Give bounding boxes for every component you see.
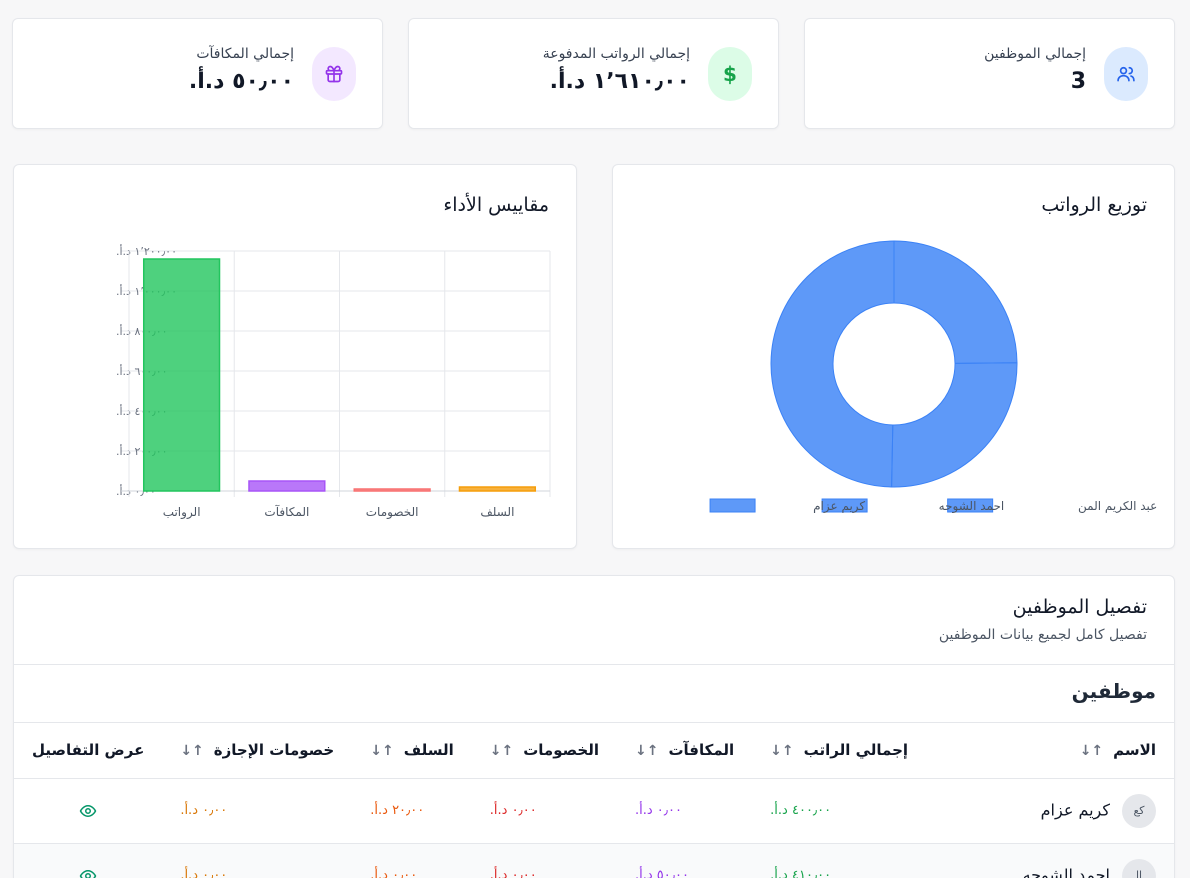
leave-cell: ٠٫٠٠ د.أ. [162,778,353,844]
pie-slice[interactable] [770,240,895,488]
legend-swatch[interactable] [821,498,868,513]
bonus-cell: ٥٠٫٠٠ د.أ. [616,843,753,878]
stat-label: إجمالي المكافآت [196,46,294,62]
stat-card-salaries: $ إجمالي الرواتب المدفوعة ١٬٦١٠٫٠٠ د.أ. [408,18,779,129]
table-row: كعكريم عزام ٤٠٠٫٠٠ د.أ. ٠٫٠٠ د.أ. ٠٫٠٠ د… [14,778,1174,844]
users-icon-wrap [1104,47,1148,101]
bar-chart-title: مقاييس الأداء [443,194,549,216]
salary-distribution-card: توزيع الرواتب عبد الكريم المن احمد الشوحه… [612,164,1175,549]
bonus-cell: ٠٫٠٠ د.أ. [616,778,753,844]
legend-label: كريم عزام [813,499,865,514]
sort-icon[interactable]: ↑↓ [770,743,797,760]
stat-value: 3 [1070,69,1086,94]
legend-label: عبد الكريم المن [1078,499,1157,514]
table-row: اااحمد الشوحه ٤١٠٫٠٠ د.أ. ٥٠٫٠٠ د.أ. ٠٫٠… [14,843,1174,878]
legend-swatch[interactable] [709,498,756,513]
col-leave[interactable]: خصومات الإجازة↑↓ [162,723,353,779]
legend-label: احمد الشوحه [939,499,1005,514]
stat-label: إجمالي الموظفين [984,46,1086,62]
gift-icon-wrap [312,47,356,101]
gift-icon [325,65,343,83]
col-advances[interactable]: السلف↑↓ [352,723,472,779]
performance-metrics-card: مقاييس الأداء ٠٫٠٠ د.أ.٢٠٠٫٠٠ د.أ.٤٠٠٫٠٠… [13,164,577,549]
view-cell [14,778,163,844]
dollar-icon-wrap: $ [708,47,752,101]
bar-chart: ٠٫٠٠ د.أ.٢٠٠٫٠٠ د.أ.٤٠٠٫٠٠ د.أ.٦٠٠٫٠٠ د.… [116,244,551,520]
col-deductions[interactable]: الخصومات↑↓ [471,723,617,779]
eye-icon[interactable] [79,867,97,878]
section-title-text: موظفين [1071,679,1156,703]
eye-icon[interactable] [79,802,97,820]
pie-chart: عبد الكريم المن احمد الشوحه كريم عزام [709,240,1157,514]
leave-cell: ٠٫٠٠ د.أ. [162,843,353,878]
stat-value: ١٬٦١٠٫٠٠ د.أ. [549,69,690,94]
details-title: تفصيل الموظفين [1012,596,1147,618]
bar[interactable] [458,486,537,492]
pie-slice[interactable] [891,362,1018,488]
employee-name-cell: كعكريم عزام [926,778,1174,844]
sort-icon[interactable]: ↑↓ [180,743,207,760]
stat-card-employees: إجمالي الموظفين 3 [804,18,1175,129]
stat-card-bonuses: إجمالي المكافآت ٥٠٫٠٠ د.أ. [12,18,383,129]
total-cell: ٤١٠٫٠٠ د.أ. [752,843,927,878]
dollar-icon: $ [723,62,737,86]
employee-details-card: تفصيل الموظفين تفصيل كامل لجميع بيانات ا… [13,575,1175,878]
x-tick-label: الخصومات [366,505,419,520]
x-tick-label: الرواتب [163,505,201,520]
sort-icon[interactable]: ↑↓ [370,743,397,760]
col-total[interactable]: إجمالي الراتب↑↓ [752,723,927,779]
employees-table: الاسم↑↓ إجمالي الراتب↑↓ المكافآت↑↓ الخصو… [14,723,1174,878]
employee-name-cell: اااحمد الشوحه [926,843,1174,878]
bar[interactable] [142,258,221,492]
deductions-cell: ٠٫٠٠ د.أ. [471,843,617,878]
pie-chart-title: توزيع الرواتب [1041,194,1147,216]
details-subtitle: تفصيل كامل لجميع بيانات الموظفين [938,627,1147,643]
x-tick-label: السلف [480,505,514,519]
col-name[interactable]: الاسم↑↓ [926,723,1174,779]
pie-slice[interactable] [893,240,1018,364]
details-header: تفصيل الموظفين تفصيل كامل لجميع بيانات ا… [14,576,1174,665]
users-icon [1117,66,1135,82]
y-tick-label: ١٬٢٠٠٫٠٠ د.أ. [116,244,177,258]
legend-swatch[interactable] [947,498,994,513]
bar[interactable] [248,480,326,492]
view-cell [14,843,163,878]
col-view: عرض التفاصيل [14,723,163,779]
stat-value: ٥٠٫٠٠ د.أ. [188,69,294,94]
advances-cell: ٢٠٫٠٠ د.أ. [352,778,472,844]
sort-icon[interactable]: ↑↓ [1079,743,1107,760]
x-tick-label: المكافآت [264,504,309,519]
stat-label: إجمالي الرواتب المدفوعة [542,46,690,62]
sort-icon[interactable]: ↑↓ [634,743,662,760]
section-title: موظفين [14,665,1174,723]
avatar: كع [1122,793,1156,828]
advances-cell: ٠٫٠٠ د.أ. [352,843,472,878]
col-bonus[interactable]: المكافآت↑↓ [616,723,753,779]
bar[interactable] [353,488,431,492]
total-cell: ٤٠٠٫٠٠ د.أ. [752,778,927,844]
deductions-cell: ٠٫٠٠ د.أ. [471,778,617,844]
sort-icon[interactable]: ↑↓ [489,743,517,760]
avatar: اا [1122,858,1156,878]
